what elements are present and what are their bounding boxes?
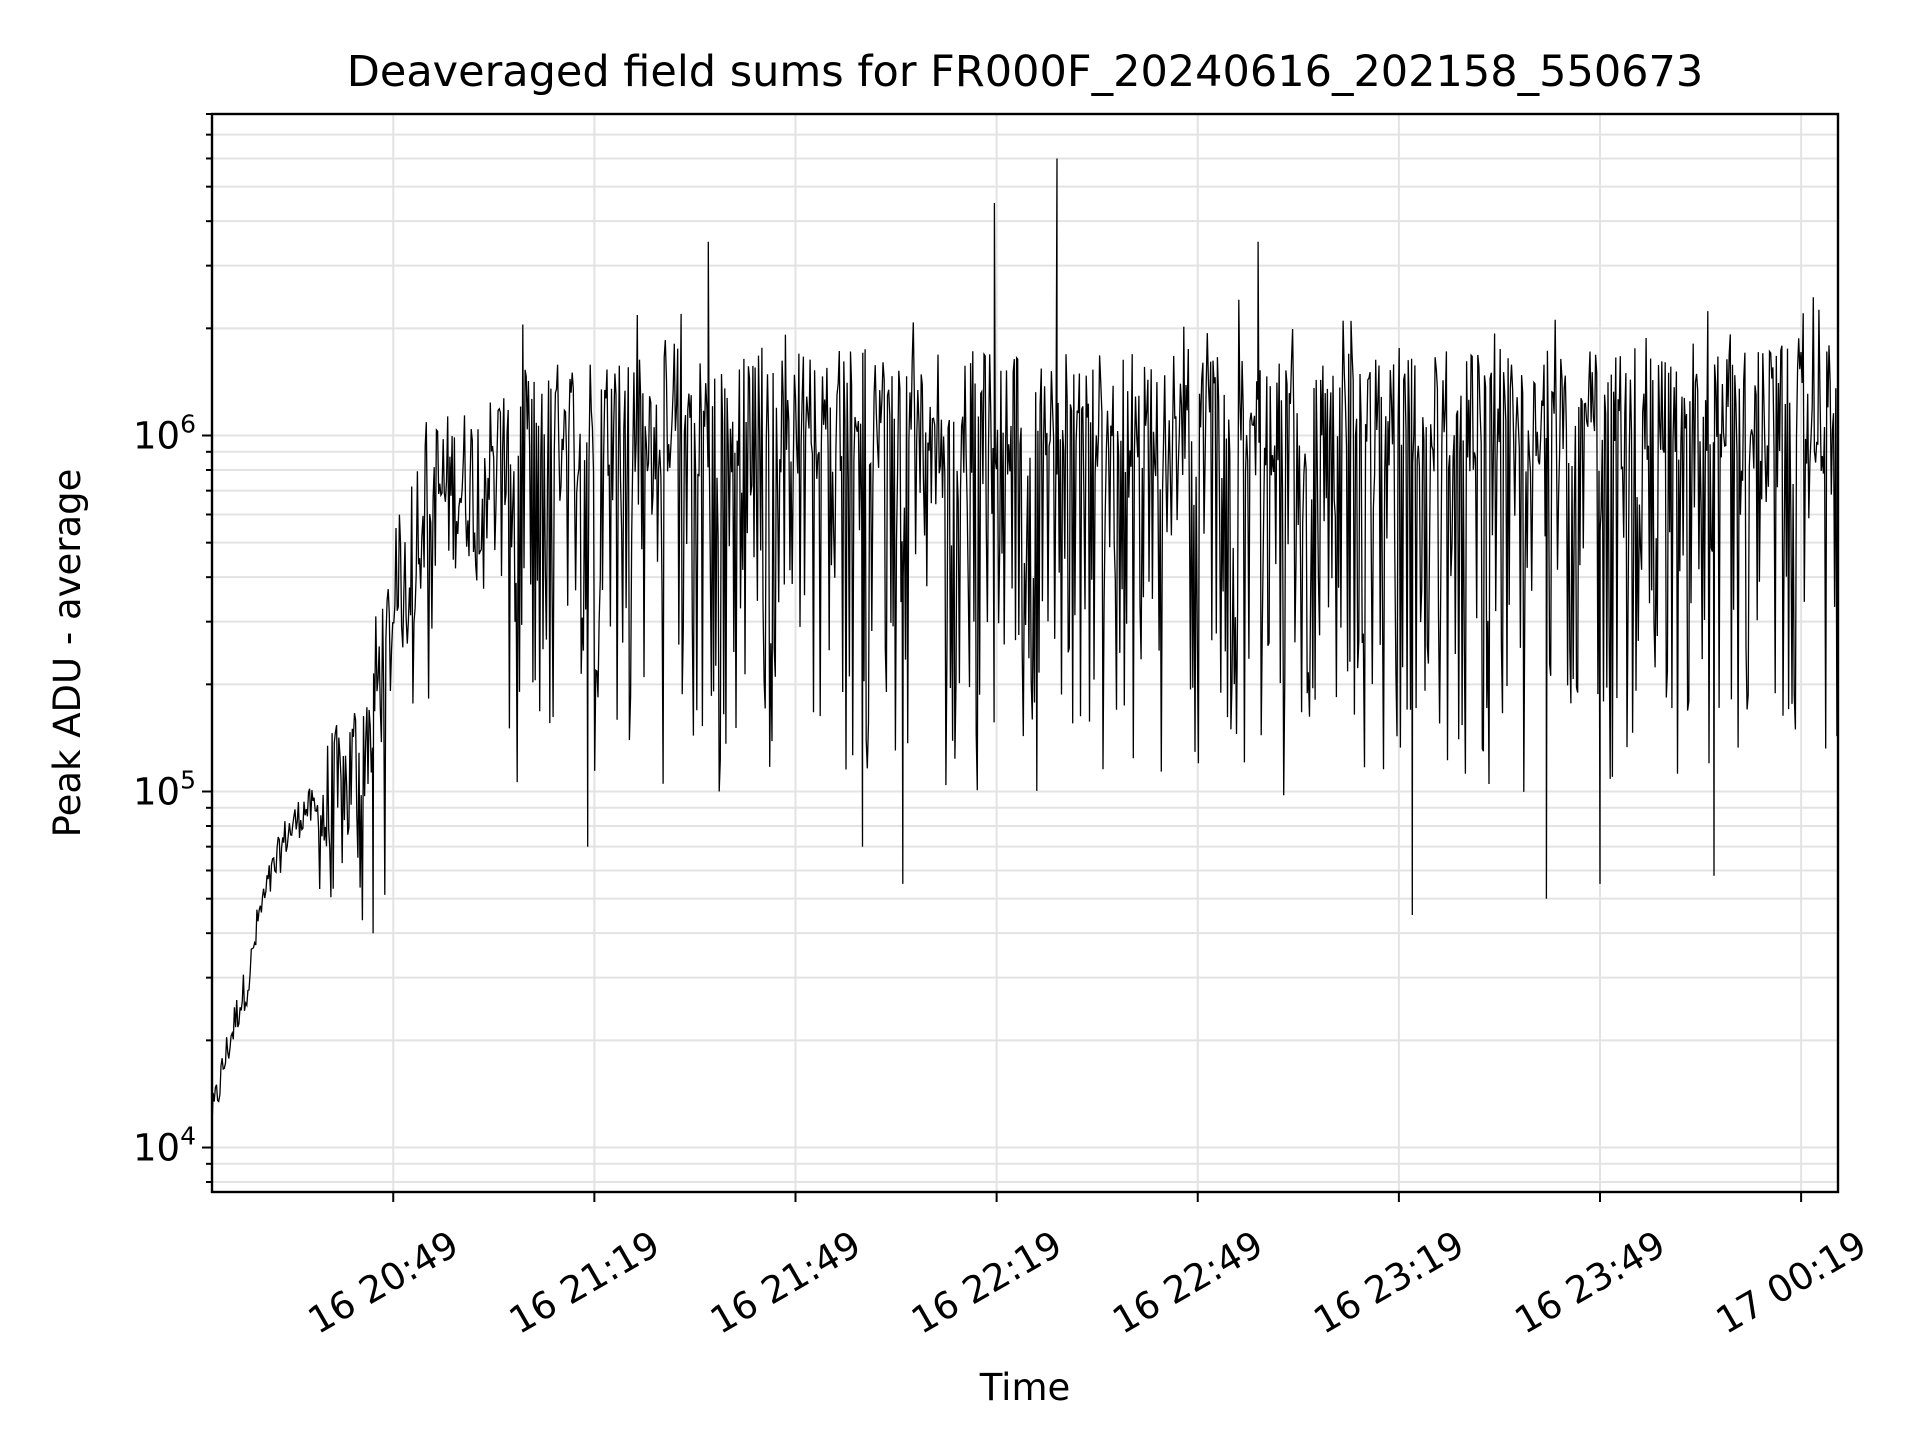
y-tick-exponent: 6	[180, 410, 196, 439]
y-tick-base: 10	[133, 771, 180, 814]
plot-frame	[210, 112, 1840, 1194]
y-tick-label: 105	[133, 766, 196, 814]
y-tick-base: 10	[133, 1127, 180, 1170]
x-axis-label: Time	[979, 1366, 1071, 1409]
plot-area	[211, 158, 1839, 1128]
y-tick-exponent: 4	[180, 1122, 196, 1151]
chart-title: Deaveraged field sums for FR000F_2024061…	[347, 47, 1704, 97]
y-tick-base: 10	[133, 415, 180, 458]
series-line	[211, 158, 1839, 1128]
y-tick-label: 106	[133, 410, 196, 458]
y-axis-label: Peak ADU - average	[46, 469, 89, 838]
y-tick-label: 104	[133, 1122, 196, 1170]
y-tick-exponent: 5	[180, 766, 196, 795]
